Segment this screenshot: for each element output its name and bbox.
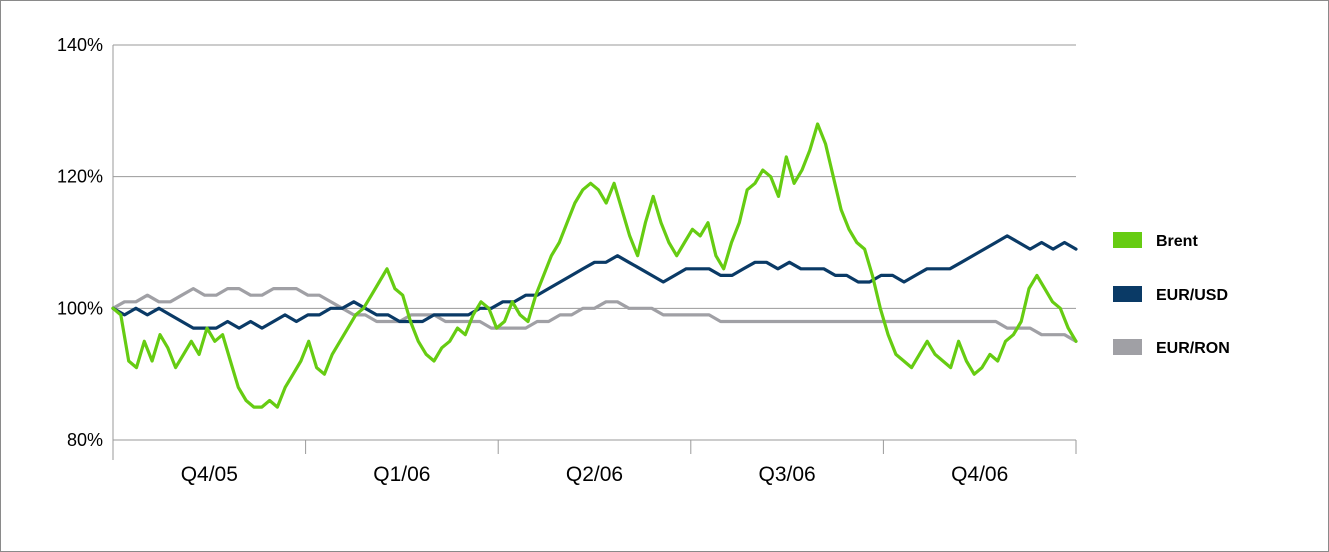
y-tick-label: 120% <box>57 167 103 187</box>
legend-swatch-eur-usd <box>1113 286 1142 302</box>
x-tick-label: Q1/06 <box>373 463 430 486</box>
y-tick-label: 140% <box>57 35 103 55</box>
legend-swatch-brent <box>1113 232 1142 248</box>
legend-label: Brent <box>1156 233 1198 250</box>
y-tick-label: 100% <box>57 298 103 318</box>
series-line-eur-usd <box>111 234 1078 330</box>
legend-swatch-eur-ron <box>1113 339 1142 355</box>
y-tick-label: 80% <box>67 430 103 450</box>
series-line-eur-ron <box>111 287 1078 343</box>
series-line-brent <box>111 122 1078 409</box>
legend-label: EUR/RON <box>1156 340 1230 357</box>
x-tick-label: Q4/05 <box>181 463 238 486</box>
x-tick-label: Q3/06 <box>758 463 815 486</box>
x-tick-label: Q2/06 <box>566 463 623 486</box>
x-tick-label: Q4/06 <box>951 463 1008 486</box>
legend-label: EUR/USD <box>1156 287 1228 304</box>
